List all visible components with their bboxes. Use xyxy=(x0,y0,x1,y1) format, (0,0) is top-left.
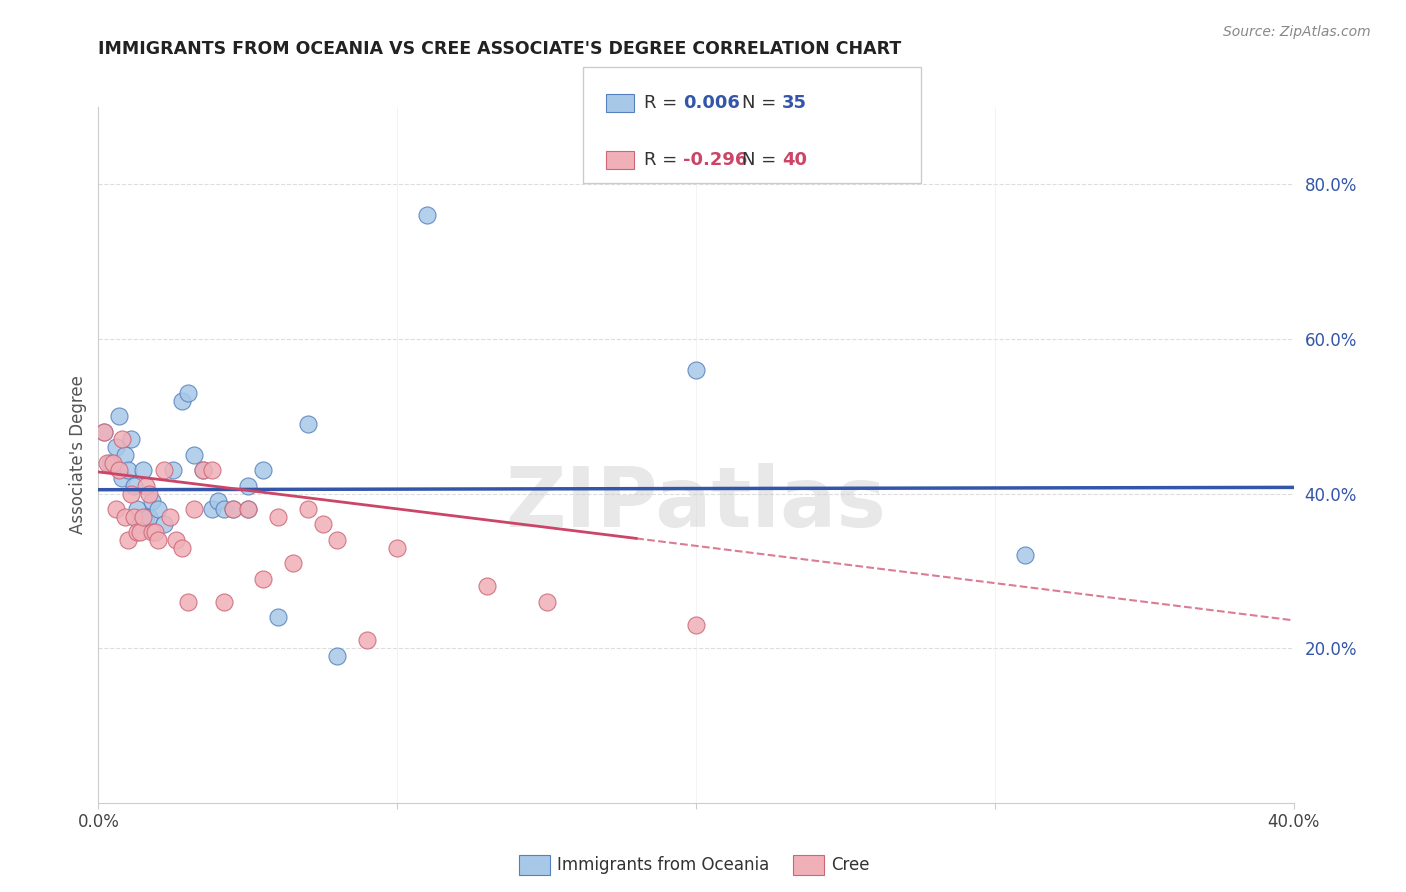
Point xyxy=(201,502,224,516)
Point xyxy=(153,463,176,477)
Point xyxy=(103,456,125,470)
Point xyxy=(385,541,409,555)
Point xyxy=(124,479,146,493)
Point xyxy=(105,440,128,454)
Point xyxy=(191,463,214,477)
Point xyxy=(117,533,139,547)
Text: Source: ZipAtlas.com: Source: ZipAtlas.com xyxy=(1223,25,1371,39)
Point xyxy=(475,579,498,593)
Point xyxy=(281,556,304,570)
Point xyxy=(177,595,200,609)
Point xyxy=(183,502,205,516)
Point xyxy=(416,208,439,222)
Text: Cree: Cree xyxy=(831,856,869,874)
Point xyxy=(120,486,142,500)
Point xyxy=(143,525,166,540)
Point xyxy=(98,456,122,470)
Text: 35: 35 xyxy=(782,94,807,112)
Point xyxy=(124,509,146,524)
Point xyxy=(93,425,115,439)
Point xyxy=(93,425,115,439)
Point xyxy=(114,509,136,524)
Text: ZIPatlas: ZIPatlas xyxy=(506,463,886,544)
Point xyxy=(127,525,149,540)
Point xyxy=(117,463,139,477)
Point xyxy=(311,517,333,532)
Point xyxy=(297,502,319,516)
Point xyxy=(267,610,290,624)
Point xyxy=(105,502,128,516)
Point xyxy=(236,479,259,493)
Y-axis label: Associate's Degree: Associate's Degree xyxy=(69,376,87,534)
Point xyxy=(252,463,274,477)
Point xyxy=(222,502,245,516)
Point xyxy=(685,363,707,377)
Text: -0.296: -0.296 xyxy=(683,151,748,169)
Point xyxy=(111,433,134,447)
Point xyxy=(108,463,131,477)
Point xyxy=(162,463,184,477)
Point xyxy=(108,409,131,424)
Point xyxy=(141,525,163,540)
Point xyxy=(222,502,245,516)
Point xyxy=(127,502,149,516)
Point xyxy=(120,433,142,447)
Point xyxy=(207,494,229,508)
Point xyxy=(135,509,157,524)
Text: N =: N = xyxy=(742,94,782,112)
Point xyxy=(326,648,349,663)
Point xyxy=(132,463,155,477)
Point xyxy=(141,494,163,508)
Point xyxy=(138,509,160,524)
Point xyxy=(252,572,274,586)
Text: R =: R = xyxy=(644,94,683,112)
Point xyxy=(114,448,136,462)
Point xyxy=(536,595,558,609)
Text: Immigrants from Oceania: Immigrants from Oceania xyxy=(557,856,769,874)
Text: IMMIGRANTS FROM OCEANIA VS CREE ASSOCIATE'S DEGREE CORRELATION CHART: IMMIGRANTS FROM OCEANIA VS CREE ASSOCIAT… xyxy=(98,40,901,58)
Point xyxy=(326,533,349,547)
Point xyxy=(129,517,152,532)
Point xyxy=(212,595,235,609)
Point xyxy=(96,456,118,470)
Point xyxy=(172,541,194,555)
Text: R =: R = xyxy=(644,151,683,169)
Point xyxy=(267,509,290,524)
Point xyxy=(183,448,205,462)
Point xyxy=(212,502,235,516)
Point xyxy=(177,386,200,401)
Point xyxy=(135,479,157,493)
Point xyxy=(138,486,160,500)
Point xyxy=(201,463,224,477)
Point xyxy=(148,533,170,547)
Point xyxy=(297,417,319,431)
Point xyxy=(129,525,152,540)
Point xyxy=(153,517,176,532)
Text: 40: 40 xyxy=(782,151,807,169)
Point xyxy=(165,533,187,547)
Text: N =: N = xyxy=(742,151,782,169)
Point xyxy=(191,463,214,477)
Point xyxy=(111,471,134,485)
Point xyxy=(172,393,194,408)
Text: 0.006: 0.006 xyxy=(683,94,740,112)
Point xyxy=(685,618,707,632)
Point xyxy=(236,502,259,516)
Point xyxy=(148,502,170,516)
Point xyxy=(1014,549,1036,563)
Point xyxy=(236,502,259,516)
Point xyxy=(159,509,181,524)
Point xyxy=(356,633,378,648)
Point xyxy=(132,509,155,524)
